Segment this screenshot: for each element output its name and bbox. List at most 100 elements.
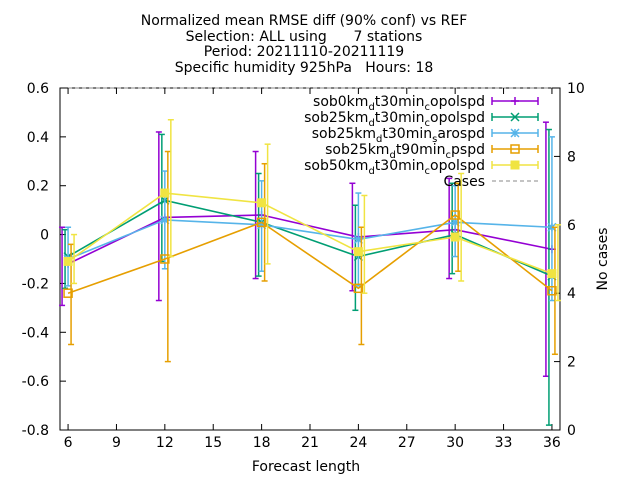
legend-label-part: sob50km (304, 158, 368, 174)
legend-sample (491, 97, 539, 105)
marker-box (510, 144, 520, 154)
legend-label-subscript: s (432, 134, 437, 145)
x-tick-label: 15 (204, 435, 222, 451)
title-line: Normalized mean RMSE diff (90% conf) vs … (141, 13, 468, 29)
series-line (67, 214, 553, 265)
legend-label-part: sob0km (313, 94, 368, 110)
plot-frame (59, 87, 561, 431)
legend-label-subscript: d (376, 134, 382, 145)
data-point (160, 254, 170, 264)
data-point (257, 198, 267, 208)
error-bar (446, 177, 453, 280)
y2-axis-label: No cases (595, 228, 611, 291)
y-tick-label: -0.8 (22, 423, 49, 439)
x-tick-label: 6 (64, 435, 73, 451)
series-line (67, 192, 553, 275)
x-tick-label: 36 (543, 435, 561, 451)
legend-label-subscript: d (389, 150, 395, 161)
legend-label-part: t30min (375, 158, 425, 174)
marker-box (353, 283, 364, 294)
legend-label: sob25kmdt90mincpspd (325, 142, 485, 161)
x-tick-label: 24 (349, 435, 367, 451)
marker-box (160, 188, 170, 198)
legend-label-subscript: c (446, 150, 452, 161)
marker-box (450, 210, 460, 220)
legend-label: sob50kmdt30mincopolspd (304, 158, 485, 177)
y-tick-label: 0.4 (27, 130, 49, 146)
legend-label: sob25kmdt30minsarospd (312, 126, 485, 145)
y-tick-label: 0.2 (27, 179, 49, 195)
y-tick-label: 0.6 (27, 81, 49, 97)
data-point (63, 288, 73, 298)
series-line (67, 219, 552, 260)
y2-tick-label: 8 (567, 149, 576, 165)
legend-label-subscript: c (425, 118, 431, 129)
x-tick-label: 33 (495, 435, 513, 451)
y-tick-label: 0 (40, 228, 49, 244)
series-line (67, 199, 553, 277)
error-bar (264, 143, 271, 265)
legend-label: sob0kmdt30mincopolspd (313, 94, 485, 113)
error-bar (261, 162, 268, 282)
legend-label-part: opolspd (430, 158, 485, 174)
title-line: Selection: ALL using 7 stations (186, 29, 423, 45)
legend-sample (491, 160, 539, 170)
data-point (510, 128, 520, 138)
legend-sample (491, 144, 539, 154)
data-series (59, 119, 561, 426)
y-tick-label: -0.6 (22, 374, 49, 390)
data-point (510, 144, 520, 154)
marker-box (547, 286, 557, 296)
series-1 (59, 121, 556, 378)
error-bar (252, 150, 259, 280)
series-4 (63, 150, 558, 363)
axis-ticks: 6 9 12 15 18 21 24 27 30 33 36-0.8-0.6-0.4-0.200.2… (22, 81, 585, 451)
legend-label-subscript: d (368, 102, 374, 113)
series-line (67, 214, 553, 294)
legend-label-part: sob25km (304, 110, 368, 126)
error-bar (358, 226, 365, 346)
y2-tick-label: 4 (567, 286, 576, 302)
title-line: Period: 20211110-20211119 (204, 44, 404, 60)
data-point (547, 286, 557, 296)
y-tick-label: -0.2 (22, 276, 49, 292)
legend-label-part: sob25km (325, 142, 389, 158)
data-point (510, 160, 520, 170)
data-point (450, 232, 460, 242)
error-bar (155, 131, 162, 302)
data-point (353, 247, 363, 257)
x-tick-label: 30 (446, 435, 464, 451)
error-bar (361, 194, 368, 294)
legend-label: sob25kmdt30mincopolspd (304, 110, 485, 129)
error-bar (455, 182, 462, 272)
data-point (160, 188, 170, 198)
title-line: Specific humidity 925hPa Hours: 18 (175, 60, 434, 76)
legend-sample (491, 112, 539, 122)
y2-tick-label: 6 (567, 218, 576, 234)
error-bar (71, 233, 78, 285)
legend: sob0kmdt30mincopolspdsob25kmdt30mincopol… (304, 94, 539, 190)
legend-label-part: t90min (396, 142, 446, 158)
marker-box (547, 269, 557, 279)
legend-label-part: t30min (375, 110, 425, 126)
marker-stroke (510, 112, 520, 122)
error-bar (554, 224, 561, 302)
data-point (63, 256, 73, 266)
legend-label-part: opolspd (430, 94, 485, 110)
x-tick-label: 12 (156, 435, 174, 451)
x-axis-label: Forecast length (252, 459, 360, 475)
marker-box (63, 288, 73, 298)
y2-tick-label: 2 (567, 355, 576, 371)
error-bar (542, 121, 549, 378)
marker-box (160, 254, 170, 264)
legend-label-subscript: d (368, 166, 374, 177)
legend-label-subscript: d (368, 118, 374, 129)
legend-label-part: opolspd (430, 110, 485, 126)
y2-tick-label: 0 (567, 423, 576, 439)
marker-stroke (510, 128, 520, 138)
marker-box (257, 198, 267, 208)
error-bar (458, 172, 465, 282)
data-point (450, 210, 460, 220)
y-tick-label: -0.4 (22, 325, 49, 341)
legend-label-subscript: c (425, 102, 431, 113)
